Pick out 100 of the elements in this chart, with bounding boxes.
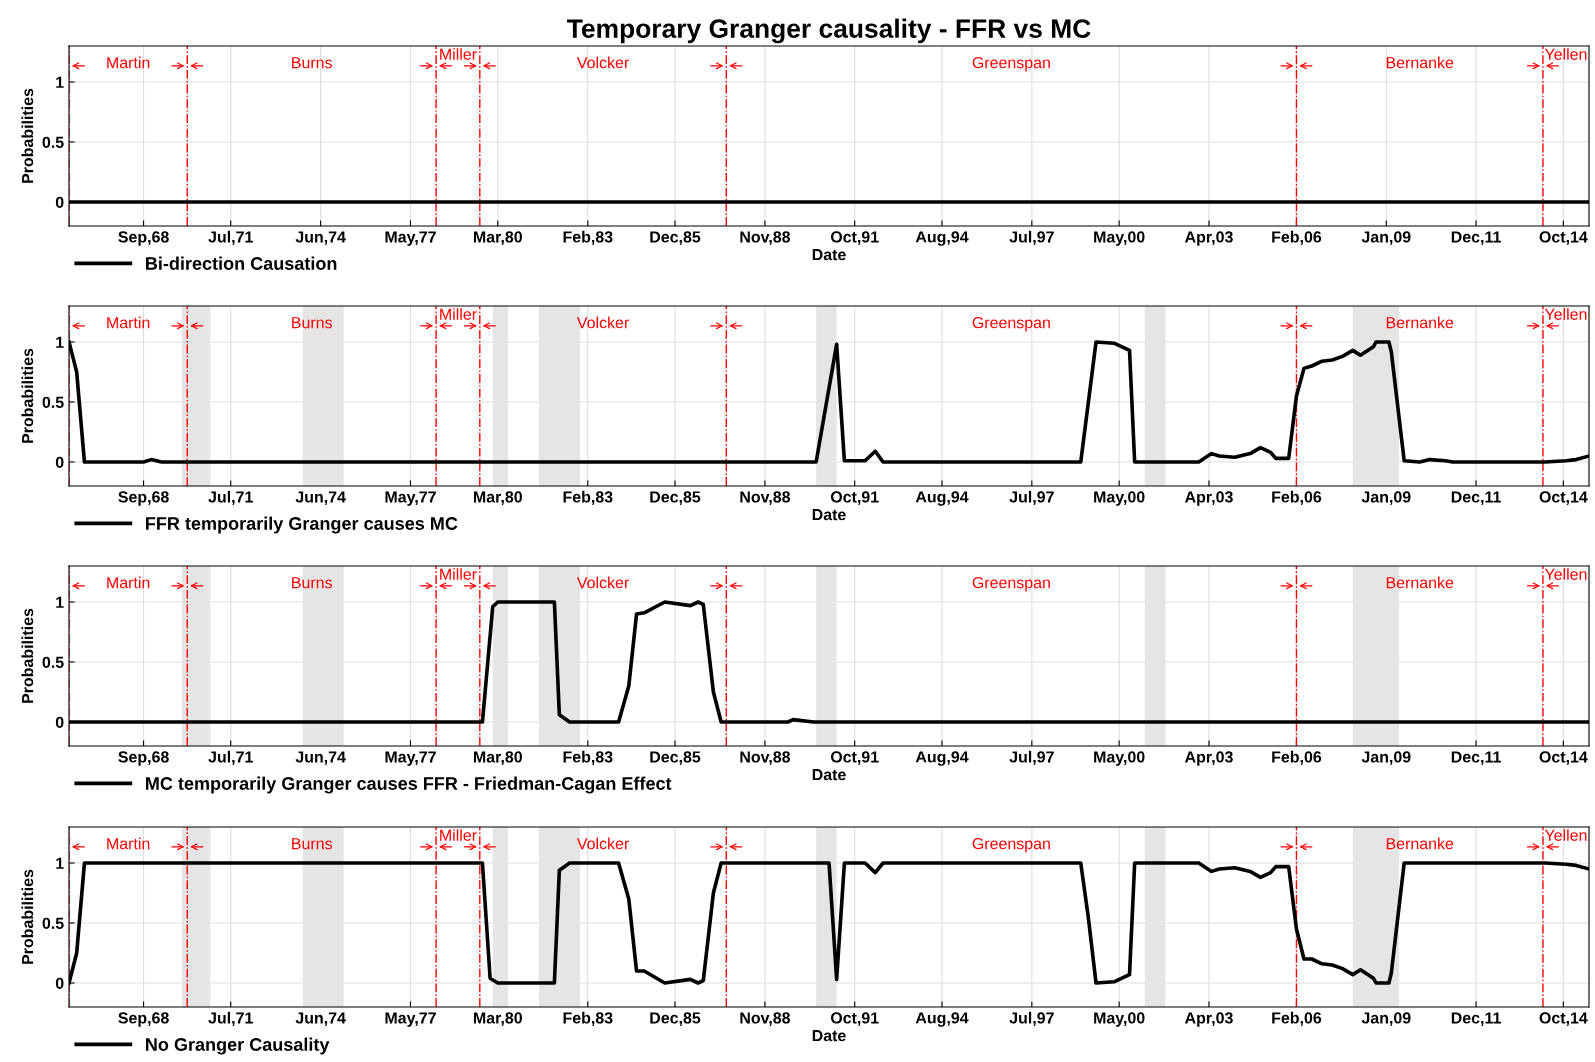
x-tick-label: Feb,06 xyxy=(1272,230,1322,245)
x-tick-label: Jul,97 xyxy=(1009,1011,1054,1026)
y-tick-label: 0 xyxy=(55,196,64,208)
ref-line-label: Bernanke xyxy=(1386,576,1454,589)
x-tick-label: Oct,14 xyxy=(1539,231,1588,245)
y-axis-title: Probabilities xyxy=(21,608,34,703)
x-tick-label: Apr,03 xyxy=(1184,751,1233,766)
x-tick-label: Jan,09 xyxy=(1361,231,1411,245)
x-tick-label: May,77 xyxy=(385,1012,436,1027)
legend-label: No Granger Causality xyxy=(146,1037,330,1055)
ref-line-label: Martin xyxy=(107,837,150,850)
x-tick-label: Dec,11 xyxy=(1451,491,1501,505)
ref-line-label: Greenspan xyxy=(972,576,1050,592)
x-tick-label: Oct,91 xyxy=(830,751,879,765)
y-tick-label: 0 xyxy=(55,977,64,989)
x-tick-label: Dec,11 xyxy=(1451,751,1501,765)
x-tick-label: Jul,97 xyxy=(1009,750,1054,765)
legend-label: FFR temporarily Granger causes MC xyxy=(146,516,458,534)
x-tick-label: Jun,74 xyxy=(295,751,346,765)
x-tick-label: Aug,94 xyxy=(915,491,969,506)
y-tick-label: 1 xyxy=(56,76,64,88)
ref-line-label: Yellen xyxy=(1544,48,1587,60)
ref-line-label: Martin xyxy=(107,316,150,329)
x-tick-label: Sep,68 xyxy=(118,1012,169,1027)
x-tick-label: Oct,14 xyxy=(1539,1012,1588,1026)
y-axis-title: Probabilities xyxy=(21,88,34,183)
legend-label: Bi-direction Causation xyxy=(146,256,337,270)
x-tick-label: May,00 xyxy=(1094,1012,1145,1027)
chart-title: Temporary Granger causality - FFR vs MC xyxy=(567,18,1091,44)
x-tick-label: May,00 xyxy=(1094,231,1145,246)
x-tick-label: Sep,68 xyxy=(118,751,169,766)
x-tick-label: Feb,83 xyxy=(563,750,613,765)
x-tick-label: Dec,11 xyxy=(1451,231,1501,245)
y-tick-label: 1 xyxy=(56,857,64,869)
ref-line-label: Burns xyxy=(292,57,332,69)
y-tick-label: 0.5 xyxy=(42,396,64,408)
x-tick-label: Apr,03 xyxy=(1184,491,1233,506)
x-tick-label: Nov,88 xyxy=(740,491,791,505)
x-axis-title: Date xyxy=(812,249,846,261)
x-tick-label: Nov,88 xyxy=(740,231,791,245)
ref-line-label: Miller xyxy=(440,829,477,841)
ref-line-label: Martin xyxy=(107,576,150,589)
x-tick-label: Sep,68 xyxy=(118,231,169,246)
y-axis-title: Probabilities xyxy=(21,869,34,964)
x-tick-label: Mar,80 xyxy=(473,491,522,505)
x-tick-label: Aug,94 xyxy=(915,751,969,766)
x-tick-label: Mar,80 xyxy=(473,751,522,765)
x-tick-label: Feb,83 xyxy=(563,1011,613,1026)
x-tick-label: Feb,83 xyxy=(563,230,613,245)
x-tick-label: Jan,09 xyxy=(1361,491,1411,505)
ref-line-label: Miller xyxy=(440,48,477,60)
y-tick-label: 0 xyxy=(55,456,64,468)
ref-line-label: Miller xyxy=(440,308,477,320)
x-tick-label: Jul,97 xyxy=(1009,490,1054,505)
ref-line-label: Yellen xyxy=(1544,308,1587,320)
x-tick-label: Apr,03 xyxy=(1184,1012,1233,1027)
x-tick-label: Dec,11 xyxy=(1451,1012,1501,1026)
ref-line-label: Volcker xyxy=(576,837,629,850)
ref-line-label: Yellen xyxy=(1544,829,1587,841)
x-tick-label: Mar,80 xyxy=(473,1012,522,1026)
x-tick-label: Oct,14 xyxy=(1539,751,1588,765)
y-tick-label: 0.5 xyxy=(42,917,64,929)
x-tick-label: May,00 xyxy=(1094,491,1145,506)
ref-line-label: Bernanke xyxy=(1386,316,1454,329)
x-tick-label: Jan,09 xyxy=(1361,1012,1411,1026)
x-tick-label: Mar,80 xyxy=(473,231,522,245)
x-tick-label: Aug,94 xyxy=(915,1012,969,1027)
x-tick-label: Jun,74 xyxy=(295,231,346,245)
ref-line-label: Burns xyxy=(292,577,332,589)
ref-line-label: Martin xyxy=(107,56,150,69)
x-tick-label: Feb,06 xyxy=(1272,490,1322,505)
x-tick-label: Jun,74 xyxy=(295,1012,346,1026)
ref-line-label: Volcker xyxy=(576,316,629,329)
ref-line-label: Greenspan xyxy=(972,316,1050,332)
x-tick-label: May,77 xyxy=(385,491,436,506)
y-tick-label: 0.5 xyxy=(42,656,64,668)
x-tick-label: Jul,97 xyxy=(1009,230,1054,245)
x-tick-label: Feb,83 xyxy=(563,490,613,505)
y-tick-label: 0.5 xyxy=(42,136,64,148)
x-tick-label: Nov,88 xyxy=(740,1012,791,1026)
x-tick-label: Jul,71 xyxy=(208,750,253,765)
ref-line-label: Volcker xyxy=(576,576,629,589)
ref-line-label: Burns xyxy=(292,317,332,329)
x-tick-label: Jul,71 xyxy=(208,1011,253,1026)
x-axis-title: Date xyxy=(812,1030,846,1042)
x-tick-label: Sep,68 xyxy=(118,491,169,506)
ref-line-label: Volcker xyxy=(576,56,629,69)
ref-line-label: Burns xyxy=(292,838,332,850)
ref-line-label: Bernanke xyxy=(1386,837,1454,850)
x-tick-label: Oct,91 xyxy=(830,231,879,245)
x-tick-label: Jun,74 xyxy=(295,491,346,505)
x-tick-label: Jul,71 xyxy=(208,230,253,245)
x-tick-label: Oct,91 xyxy=(830,491,879,505)
x-tick-label: Nov,88 xyxy=(740,751,791,765)
y-axis-title: Probabilities xyxy=(21,348,34,443)
y-tick-label: 1 xyxy=(56,596,64,608)
x-axis-title: Date xyxy=(812,509,846,521)
x-tick-label: May,77 xyxy=(385,231,436,246)
x-axis-title: Date xyxy=(812,769,846,781)
x-tick-label: Oct,91 xyxy=(830,1012,879,1026)
